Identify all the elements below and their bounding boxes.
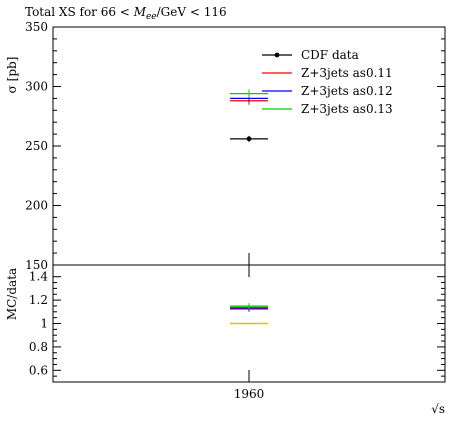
main-plot-frame (52, 26, 446, 266)
ratio-data-marks (230, 303, 268, 325)
main-y-ticks: 150 200 250 300 350 (25, 20, 445, 272)
legend: CDF data Z+3jets as0.11 Z+3jets as0.12 Z+3j… (262, 48, 393, 116)
ratio-y-axis-label: MC/data (5, 268, 19, 320)
legend-label-2: Z+3jets as0.12 (301, 84, 393, 98)
y-tick-label: 150 (25, 258, 48, 272)
legend-label-1: Z+3jets as0.11 (301, 66, 393, 80)
ratio-tick-label: 1 (40, 317, 48, 331)
x-tick-label: 1960 (234, 387, 265, 401)
y-tick-label: 300 (25, 80, 48, 94)
ratio-y-ticks: 0.6 0.8 1 1.2 1.4 (29, 265, 445, 382)
main-data-marks (230, 89, 268, 142)
legend-marker-0 (274, 52, 280, 58)
legend-label-0: CDF data (301, 48, 359, 62)
chart-title: Total XS for 66 < Mee/GeV < 116 (25, 5, 227, 22)
y-tick-label: 250 (25, 139, 48, 153)
ratio-tick-label: 1.2 (29, 293, 48, 307)
y-tick-label: 350 (25, 20, 48, 34)
y-axis-label: σ [pb] (5, 57, 19, 94)
legend-label-3: Z+3jets as0.13 (301, 102, 393, 116)
y-tick-label: 200 (25, 199, 48, 213)
x-axis-label: √s (431, 402, 445, 416)
ratio-tick-label: 0.8 (29, 340, 48, 354)
ratio-tick-label: 0.6 (29, 363, 48, 377)
cdf-data-point (246, 136, 252, 142)
ratio-tick-label: 1.4 (29, 270, 48, 284)
